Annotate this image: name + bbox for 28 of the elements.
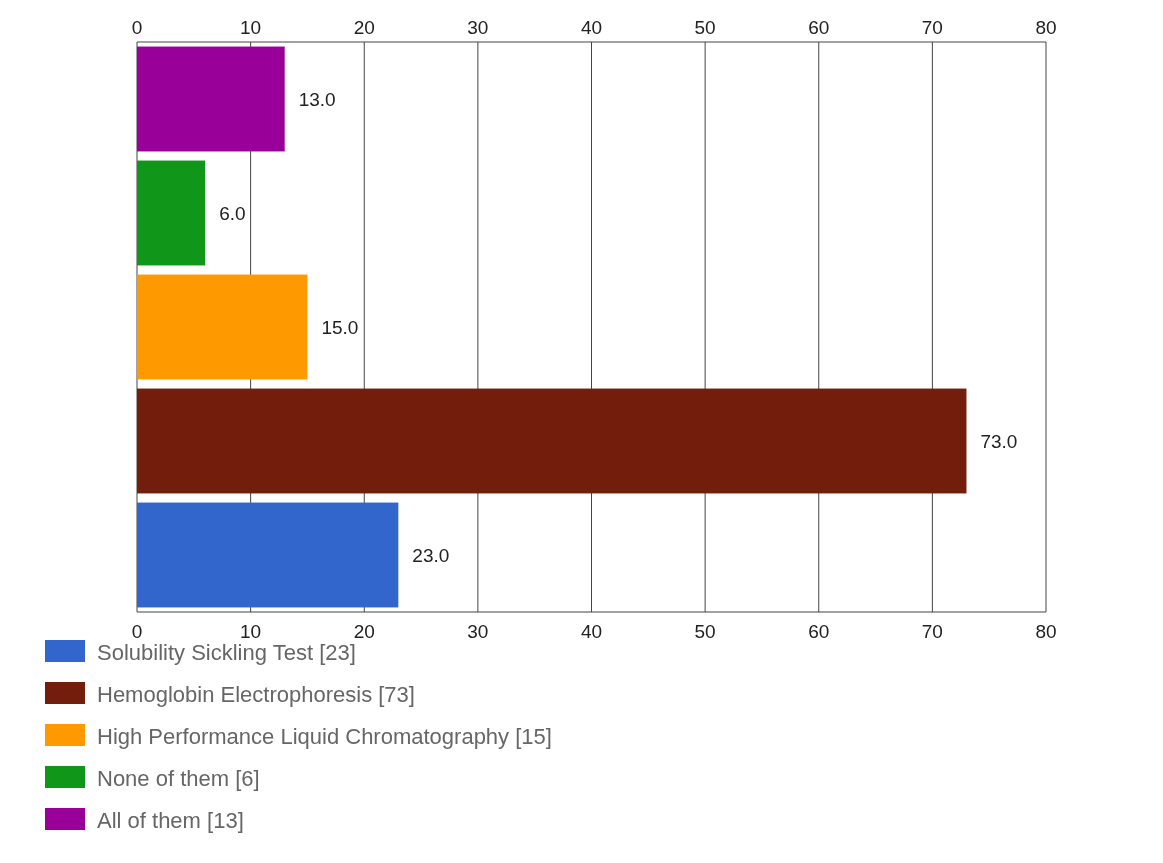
x2-tick-label: 10 xyxy=(240,17,262,38)
data-label: 15.0 xyxy=(321,316,359,338)
x2-tick-label: 0 xyxy=(131,17,143,38)
x-tick-label: 40 xyxy=(580,621,603,642)
legend-label: All of them [13] xyxy=(97,807,244,833)
x-tick-label: 20 xyxy=(353,621,375,642)
x-tick-label: 80 xyxy=(1035,621,1057,642)
x-tick-label: 60 xyxy=(808,621,830,642)
x2-tick-label: 20 xyxy=(353,17,375,38)
x2-tick-label: 80 xyxy=(1035,17,1057,38)
legend-label: Hemoglobin Electrophoresis [73] xyxy=(97,681,415,707)
legend-label: None of them [6] xyxy=(97,765,260,791)
x-tick-label: 50 xyxy=(694,621,716,642)
data-label: 6.0 xyxy=(219,202,246,224)
x2-tick-label: 30 xyxy=(467,17,489,38)
x2-tick-label: 60 xyxy=(808,17,830,38)
legend-label: Solubility Sickling Test [23] xyxy=(97,639,356,665)
x-tick-label: 70 xyxy=(921,621,943,642)
data-label: 13.0 xyxy=(298,88,336,110)
x-tick-label: 10 xyxy=(240,621,262,642)
x2-tick-label: 50 xyxy=(694,17,716,38)
x-tick-label: 0 xyxy=(131,621,143,642)
x2-tick-label: 40 xyxy=(580,17,603,38)
legend-label: High Performance Liquid Chromatography [15] xyxy=(97,723,552,749)
x-tick-label: 30 xyxy=(467,621,489,642)
data-label: 73.0 xyxy=(980,430,1018,452)
x2-tick-label: 70 xyxy=(921,17,943,38)
data-label: 23.0 xyxy=(412,544,450,566)
